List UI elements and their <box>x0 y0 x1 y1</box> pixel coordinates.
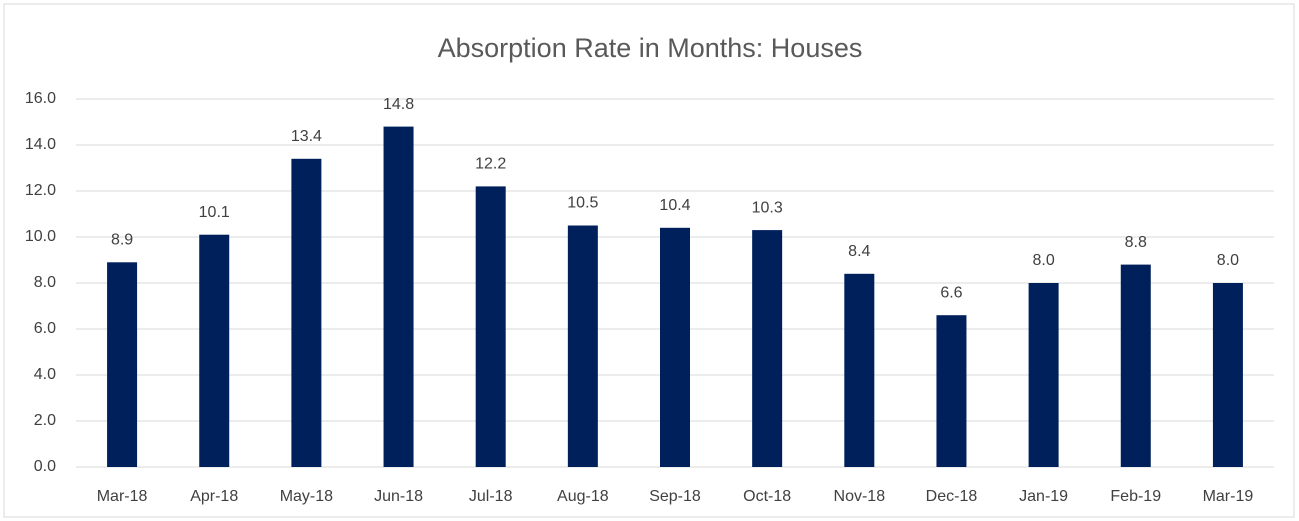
y-tick-label: 16.0 <box>25 90 56 107</box>
data-label: 8.8 <box>1125 234 1147 251</box>
x-tick-label: Mar-18 <box>97 488 148 505</box>
x-tick-label: Apr-18 <box>190 488 238 505</box>
bar <box>567 225 598 467</box>
data-label: 12.2 <box>475 156 506 173</box>
bar <box>660 227 690 467</box>
y-tick-label: 4.0 <box>34 366 56 383</box>
y-tick-label: 14.0 <box>25 136 56 153</box>
bar <box>475 186 506 467</box>
y-tick-label: 10.0 <box>25 228 56 245</box>
x-tick-label: Feb-19 <box>1110 488 1161 505</box>
data-label: 10.3 <box>752 199 783 216</box>
x-tick-label: Sep-18 <box>649 488 701 505</box>
bar <box>199 234 230 467</box>
x-tick-label: Mar-19 <box>1203 488 1254 505</box>
bar <box>107 262 138 467</box>
data-label: 8.4 <box>848 243 870 260</box>
x-tick-label: May-18 <box>280 488 333 505</box>
data-label: 14.8 <box>383 96 414 113</box>
data-label: 10.1 <box>199 204 230 221</box>
x-tick-label: Jan-19 <box>1019 488 1068 505</box>
bar <box>936 315 967 467</box>
y-tick-label: 8.0 <box>34 274 56 291</box>
x-tick-label: Aug-18 <box>557 488 609 505</box>
x-tick-label: Jul-18 <box>469 488 513 505</box>
bar <box>844 273 875 467</box>
y-tick-label: 0.0 <box>34 458 56 475</box>
data-label: 10.4 <box>659 197 690 214</box>
bar <box>752 230 783 467</box>
x-tick-label: Oct-18 <box>743 488 791 505</box>
y-tick-label: 2.0 <box>34 412 56 429</box>
bar <box>291 158 322 468</box>
data-label: 10.5 <box>567 195 598 212</box>
x-tick-label: Dec-18 <box>926 488 978 505</box>
bar <box>1028 283 1059 467</box>
x-tick-label: Nov-18 <box>834 488 886 505</box>
x-tick-label: Jun-18 <box>374 488 423 505</box>
bar <box>383 126 414 467</box>
y-tick-label: 12.0 <box>25 182 56 199</box>
y-tick-label: 6.0 <box>34 320 56 337</box>
data-label: 8.0 <box>1032 252 1054 269</box>
chart-border <box>3 3 1295 518</box>
data-label: 8.9 <box>111 232 133 249</box>
data-label: 6.6 <box>940 284 962 301</box>
bar <box>1120 264 1151 467</box>
chart-title: Absorption Rate in Months: Houses <box>438 33 863 63</box>
data-label: 13.4 <box>291 128 322 145</box>
data-label: 8.0 <box>1217 252 1239 269</box>
bar <box>1212 283 1243 467</box>
